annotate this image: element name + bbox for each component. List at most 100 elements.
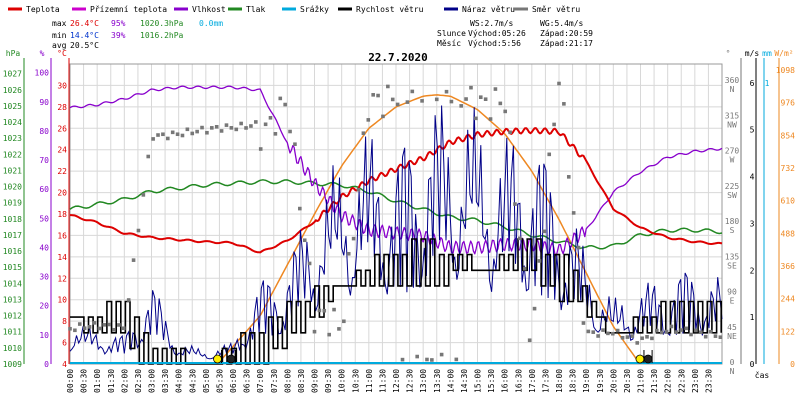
- direction-marker: [420, 99, 424, 103]
- direction-tick-label: 225: [725, 182, 740, 191]
- direction-marker: [503, 109, 508, 114]
- stats-max-label: max: [52, 19, 67, 28]
- info-wg: WG:5.4m/s: [540, 19, 584, 28]
- direction-marker: [166, 136, 170, 141]
- direction-marker: [552, 122, 556, 127]
- direction-marker: [566, 175, 571, 179]
- x-tick-label: 20:00: [609, 369, 618, 393]
- direction-marker: [498, 101, 503, 106]
- x-tick-label: 06:00: [229, 369, 238, 393]
- humidity-tick-label: 100: [35, 69, 50, 78]
- x-tick-label: 04:00: [175, 369, 184, 393]
- chart-title: 22.7.2020: [368, 51, 428, 64]
- pressure-tick-label: 1027: [3, 70, 22, 79]
- direction-tick-compass: N: [730, 85, 735, 94]
- direction-marker: [615, 328, 620, 333]
- x-tick-label: 19:30: [596, 369, 605, 393]
- direction-marker: [351, 236, 356, 241]
- pressure-tick-label: 1020: [3, 183, 22, 192]
- x-tick-label: 01:00: [93, 369, 102, 393]
- direction-marker: [488, 117, 493, 121]
- direction-marker: [386, 84, 390, 89]
- temperature-tick-label: 16: [57, 231, 67, 240]
- x-tick-label: 20:30: [623, 369, 632, 393]
- direction-marker: [332, 307, 336, 312]
- direction-marker: [562, 102, 566, 106]
- direction-marker: [381, 114, 385, 119]
- temperature-tick-label: 8: [62, 317, 67, 326]
- direction-marker: [361, 131, 366, 136]
- direction-marker: [107, 322, 111, 327]
- humidity-tick-label: 60: [39, 185, 49, 194]
- wind-tick-label: 0: [750, 360, 755, 369]
- direction-marker: [684, 326, 688, 331]
- x-tick-label: 01:30: [107, 369, 116, 393]
- ms-unit: m/s: [745, 49, 760, 58]
- axes: 00:00 00:30 01:00 01:30 02:00 02:30 03:00 03:30…: [3, 58, 795, 393]
- direction-marker: [371, 93, 375, 97]
- wind-tick-label: 6: [750, 79, 755, 88]
- direction-marker: [244, 126, 248, 130]
- x-tick-label: 17:30: [541, 369, 550, 393]
- temperature-tick-label: 26: [57, 124, 67, 133]
- direction-marker: [254, 120, 258, 124]
- direction-marker: [640, 336, 644, 341]
- info-moon-rise: Východ:5:56: [468, 39, 521, 48]
- pressure-tick-label: 1015: [3, 263, 22, 272]
- direction-marker: [317, 308, 322, 313]
- pressure-tick-label: 1014: [3, 279, 22, 288]
- direction-marker: [571, 211, 576, 215]
- pct-unit: %: [40, 49, 45, 58]
- direction-marker: [77, 322, 82, 326]
- direction-marker: [185, 127, 190, 132]
- stats-block: max 26.4°C 95% 1020.3hPa 0.0mm min 14.4°…: [52, 19, 223, 50]
- direction-tick-label: 135: [725, 252, 740, 261]
- legend-label-press: Tlak: [246, 5, 265, 14]
- pressure-tick-label: 1021: [3, 166, 22, 175]
- direction-tick-compass: S: [730, 226, 735, 235]
- direction-marker: [356, 187, 361, 192]
- direction-marker: [214, 124, 219, 129]
- direction-marker: [439, 352, 444, 357]
- pressure-tick-label: 1013: [3, 295, 22, 304]
- direction-tick-compass: E: [730, 297, 735, 306]
- humidity-tick-label: 50: [39, 214, 49, 223]
- direction-marker: [659, 330, 664, 335]
- direction-marker: [508, 130, 512, 135]
- x-tick-label: 16:30: [514, 369, 523, 393]
- x-tick-label: 07:30: [270, 369, 279, 393]
- x-tick-label: 03:30: [161, 369, 170, 393]
- temperature-tick-label: 20: [57, 189, 67, 198]
- direction-marker: [273, 132, 278, 136]
- direction-marker: [195, 129, 199, 134]
- direction-marker: [117, 323, 121, 327]
- axis-unit-headers: hPa % °C ° m/s mm W/m²: [6, 49, 794, 58]
- wind-tick-label: 4: [750, 173, 755, 182]
- pressure-tick-label: 1023: [3, 134, 22, 143]
- temperature-tick-label: 18: [57, 210, 67, 219]
- legend-label-dir: Směr větru: [532, 5, 580, 14]
- x-tick-label: 03:00: [148, 369, 157, 393]
- radiation-line: [216, 94, 640, 365]
- direction-marker: [591, 330, 596, 334]
- direction-marker: [175, 132, 180, 137]
- direction-marker: [469, 85, 473, 90]
- stats-min-temp: 14.4°C: [70, 31, 99, 40]
- x-tick-label: 22:00: [664, 369, 673, 393]
- stats-min-press: 1016.2hPa: [140, 31, 184, 40]
- direction-marker: [527, 338, 532, 343]
- direction-marker: [474, 116, 478, 121]
- humidity-tick-label: 30: [39, 273, 49, 282]
- temperature-tick-label: 22: [57, 167, 67, 176]
- direction-tick-label: 45: [727, 323, 737, 332]
- pressure-tick-label: 1022: [3, 150, 22, 159]
- direction-marker: [518, 236, 522, 241]
- radiation-tick-label: 244: [781, 295, 796, 304]
- direction-tick-label: 90: [727, 288, 737, 297]
- x-tick-label: 12:30: [406, 369, 415, 393]
- moonset-marker: [643, 354, 653, 364]
- humidity-tick-label: 0: [44, 360, 49, 369]
- stats-max-rain: 0.0mm: [199, 19, 223, 28]
- direction-marker: [444, 89, 449, 94]
